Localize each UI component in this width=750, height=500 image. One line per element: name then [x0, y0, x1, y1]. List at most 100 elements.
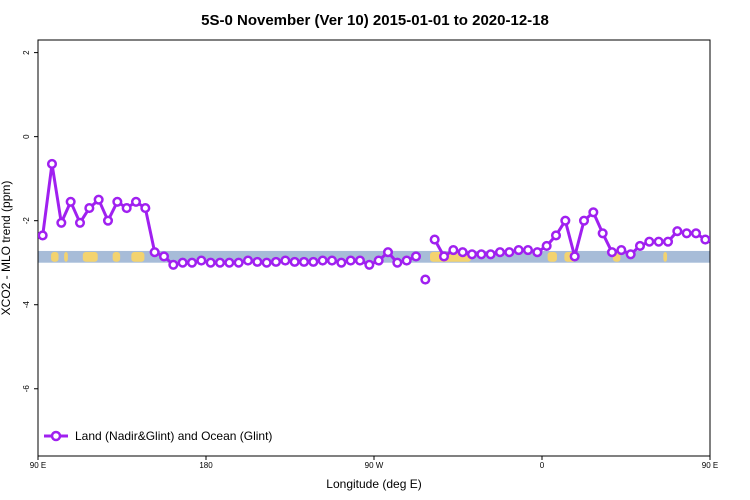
data-point — [336, 257, 347, 268]
land-patch — [547, 251, 557, 262]
data-point — [214, 257, 226, 268]
y-tick-label: 2 — [22, 50, 31, 55]
data-point — [606, 247, 618, 258]
data-point — [121, 203, 132, 214]
data-point — [739, 198, 747, 206]
data-point — [494, 247, 506, 258]
data-point — [177, 257, 188, 268]
data-point — [56, 217, 67, 228]
data-point — [550, 230, 562, 241]
data-point — [578, 215, 590, 226]
data-point — [457, 247, 468, 258]
data-point — [532, 247, 543, 258]
data-point — [634, 240, 646, 251]
data-point — [730, 217, 738, 225]
data-point — [298, 256, 310, 267]
data-point — [569, 251, 580, 262]
x-axis: 90 E 180 90 W 0 90 E — [30, 456, 718, 470]
series-layer — [38, 158, 747, 285]
land-patch — [719, 252, 728, 262]
data-point — [476, 249, 487, 260]
y-tick-label: 0 — [22, 134, 31, 139]
data-point — [326, 255, 338, 266]
data-point — [224, 257, 235, 268]
data-point — [709, 235, 710, 240]
data-point — [233, 257, 244, 268]
data-point — [242, 255, 254, 266]
data-point — [644, 236, 655, 247]
x-tick-label: 90 W — [365, 461, 384, 470]
data-point — [102, 215, 114, 226]
data-point — [280, 255, 291, 266]
data-point — [672, 226, 683, 237]
data-point — [196, 255, 207, 266]
data-point — [205, 257, 216, 268]
data-point — [149, 247, 160, 258]
y-tick-label: -4 — [22, 301, 31, 309]
data-point — [700, 234, 710, 245]
data-point — [373, 255, 384, 266]
data-point — [588, 207, 599, 218]
data-point — [168, 259, 179, 270]
data-point — [690, 228, 702, 239]
data-point — [270, 256, 282, 267]
data-point — [186, 257, 198, 268]
data-point — [401, 255, 412, 266]
data-point — [616, 245, 627, 256]
data-point — [317, 255, 328, 266]
y-axis-label: XCO2 - MLO trend (ppm) — [0, 181, 13, 316]
data-point — [420, 274, 431, 285]
data-point — [140, 203, 151, 214]
land-patch — [112, 251, 121, 262]
data-point — [308, 256, 319, 267]
data-point — [392, 257, 403, 268]
data-point — [504, 247, 515, 258]
y-tick-label: -2 — [22, 217, 31, 225]
data-point — [410, 251, 422, 262]
data-point — [130, 196, 142, 207]
data-point — [364, 259, 375, 270]
data-point — [438, 251, 450, 262]
data-point — [681, 228, 692, 239]
data-point — [448, 245, 459, 256]
data-point — [560, 215, 571, 226]
x-axis-label: Longitude (deg E) — [326, 477, 421, 491]
data-point — [485, 249, 496, 260]
data-point — [653, 236, 664, 247]
x-tick-label: 180 — [199, 461, 213, 470]
data-point — [112, 196, 123, 207]
data-point — [74, 217, 86, 228]
x-tick-label: 90 E — [30, 461, 46, 470]
data-point — [382, 247, 394, 258]
data-point — [93, 194, 104, 205]
data-point — [429, 234, 440, 245]
data-point — [522, 245, 534, 256]
legend: Land (Nadir&Glint) and Ocean (Glint) — [44, 429, 272, 443]
x-tick-label: 90 E — [702, 461, 718, 470]
legend-marker-swatch — [50, 430, 62, 442]
data-point — [65, 196, 76, 207]
data-point — [46, 158, 58, 170]
data-point — [354, 255, 366, 266]
data-point — [625, 249, 636, 260]
land-patch — [51, 251, 59, 262]
data-point — [541, 240, 552, 251]
data-point — [84, 203, 95, 214]
y-tick-label: -6 — [22, 385, 31, 393]
land-patch — [82, 251, 98, 262]
data-point — [662, 236, 674, 247]
data-point — [597, 228, 608, 239]
data-point — [466, 249, 478, 260]
series-line — [41, 162, 417, 267]
land-patch — [663, 251, 668, 262]
data-point — [261, 257, 272, 268]
x-tick-label: 0 — [540, 461, 545, 470]
data-point — [345, 255, 356, 266]
data-point — [513, 245, 524, 256]
land-patch — [131, 251, 145, 262]
y-axis: 2 0 -2 -4 -6 — [22, 50, 38, 392]
data-point — [720, 160, 728, 168]
land-patch — [64, 251, 68, 262]
data-point — [289, 256, 300, 267]
